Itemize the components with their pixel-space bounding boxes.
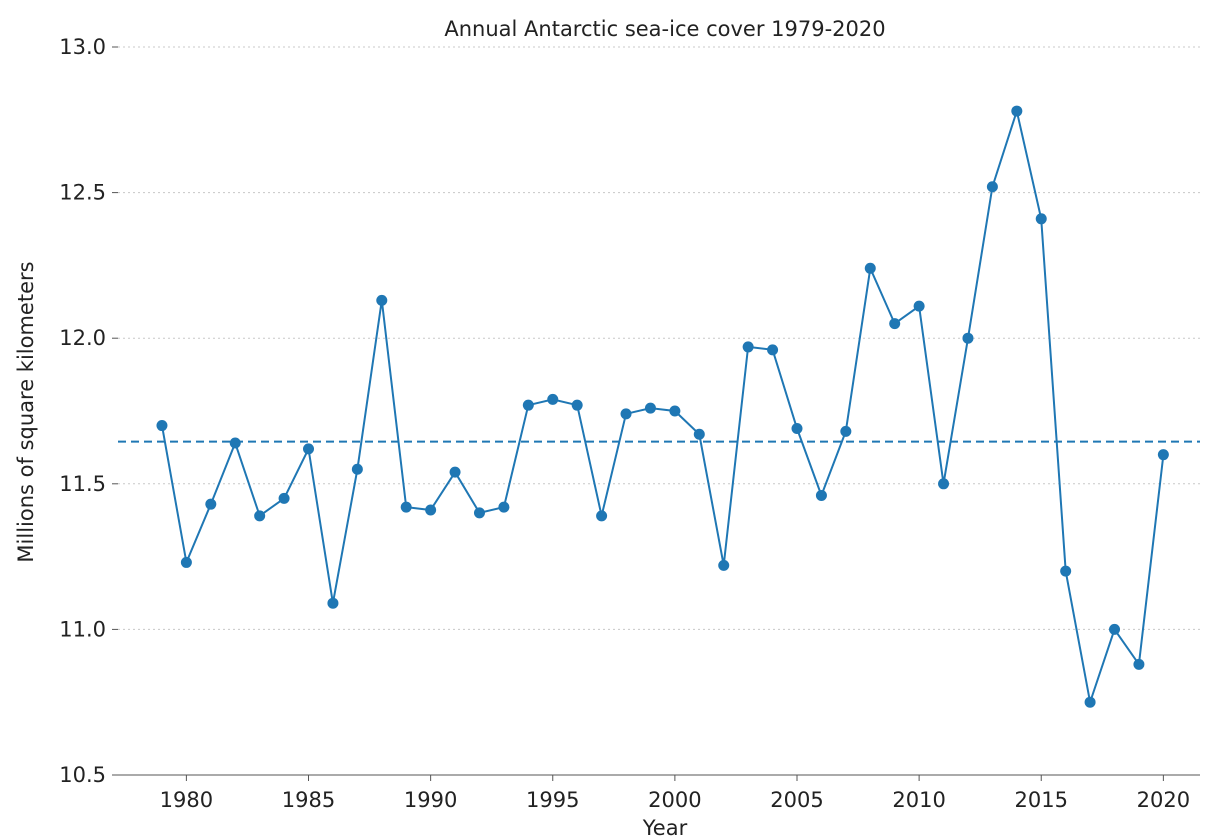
x-axis-label: Year: [642, 816, 688, 840]
data-point: [327, 597, 339, 609]
y-tick-label: 13.0: [59, 35, 106, 59]
data-point: [1084, 696, 1096, 708]
data-point: [1133, 658, 1145, 670]
x-tick-label: 2000: [648, 788, 701, 812]
data-point: [278, 492, 290, 504]
data-point: [962, 332, 974, 344]
x-tick-label: 1980: [160, 788, 213, 812]
y-tick-label: 12.0: [59, 326, 106, 350]
data-point: [205, 498, 217, 510]
x-tick-label: 1985: [282, 788, 335, 812]
data-point: [547, 393, 559, 405]
y-axis: 10.5 11.0 11.5 12.0 12.5 13.0: [59, 35, 118, 787]
data-point: [498, 501, 510, 513]
data-point: [303, 443, 315, 455]
data-point: [938, 478, 950, 490]
data-point: [913, 300, 925, 312]
x-axis: 1980 1985 1990 1995 2000 2005 2010 2015 2020: [118, 774, 1200, 812]
data-point: [693, 428, 705, 440]
data-point: [1011, 105, 1023, 117]
y-tick-label: 10.5: [59, 763, 106, 787]
data-point: [571, 399, 583, 411]
x-tick-label: 2015: [1015, 788, 1068, 812]
data-points: [156, 105, 1169, 708]
y-tick-label: 11.5: [59, 472, 106, 496]
data-point: [400, 501, 412, 513]
data-point: [1035, 213, 1047, 225]
series-line: [161, 107, 1165, 707]
data-point: [767, 344, 779, 356]
data-point: [156, 420, 168, 432]
data-point: [889, 318, 901, 330]
data-point: [742, 341, 754, 353]
data-point: [425, 504, 437, 516]
data-point: [473, 507, 485, 519]
chart-title: Annual Antarctic sea-ice cover 1979-2020: [444, 17, 885, 41]
series-line-group: [161, 107, 1165, 707]
data-point: [376, 294, 388, 306]
data-point: [791, 422, 803, 434]
data-point: [254, 510, 266, 522]
y-tick-label: 12.5: [59, 181, 106, 205]
x-tick-label: 1995: [526, 788, 579, 812]
x-tick-label: 1990: [404, 788, 457, 812]
data-point: [522, 399, 534, 411]
grid-lines: [118, 46, 1200, 630]
y-axis-label: Millions of square kilometers: [14, 261, 38, 562]
data-point: [718, 559, 730, 571]
data-point: [1060, 565, 1072, 577]
data-point: [669, 405, 681, 417]
y-tick-label: 11.0: [59, 617, 106, 641]
data-point: [864, 262, 876, 274]
x-tick-label: 2005: [770, 788, 823, 812]
data-point: [1109, 623, 1121, 635]
data-point: [596, 510, 608, 522]
data-point: [815, 489, 827, 501]
x-tick-label: 2020: [1137, 788, 1190, 812]
data-point: [840, 425, 852, 437]
data-point: [986, 181, 998, 193]
data-point: [449, 466, 461, 478]
data-point: [229, 437, 241, 449]
x-tick-label: 2010: [892, 788, 945, 812]
data-point: [1157, 449, 1169, 461]
data-point: [644, 402, 656, 414]
data-point: [620, 408, 632, 420]
data-point: [180, 556, 192, 568]
data-point: [351, 463, 363, 475]
